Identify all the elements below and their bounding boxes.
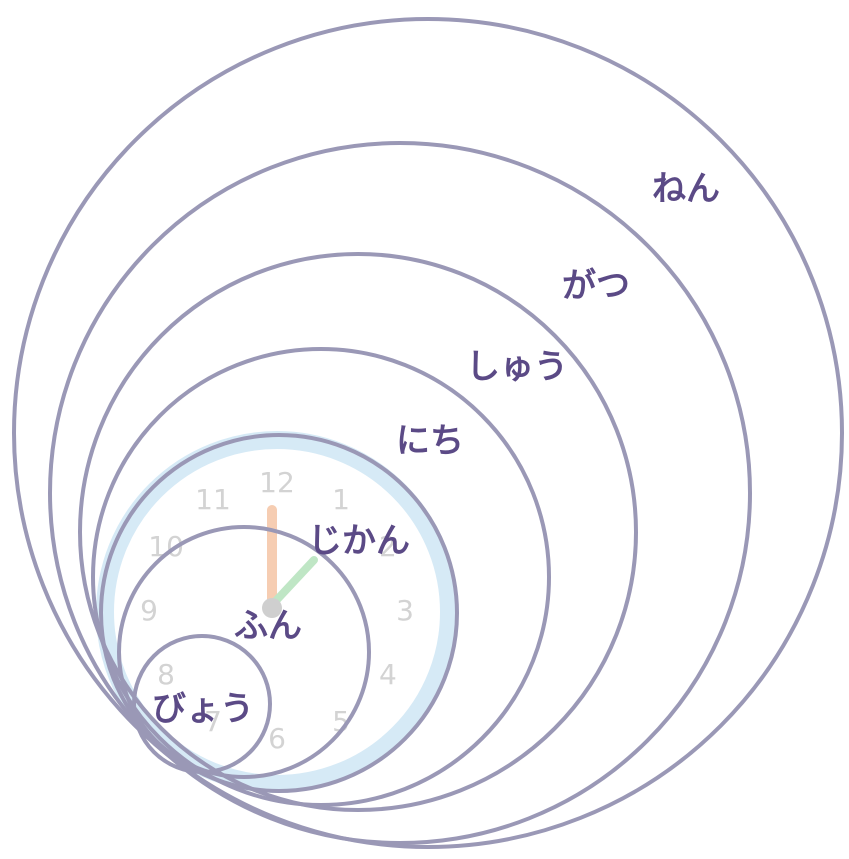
ring-label-nen: ねん [652,169,720,209]
ring-fun [117,525,371,779]
ring-label-byou: びょう [152,689,254,729]
ring-nen [12,17,844,849]
clock-center [262,598,282,618]
clock-numeral-6: 6 [268,722,286,755]
ring-shuu [78,252,638,812]
clock-numeral-7: 7 [204,705,222,738]
ring-label-gatsu: がつ [562,266,630,306]
clock-numeral-12: 12 [259,466,295,499]
clock-numeral-8: 8 [157,658,175,691]
clock-numeral-1: 1 [332,483,350,516]
clock-numeral-11: 11 [195,483,231,516]
clock-numeral-9: 9 [140,594,158,627]
clock-numeral-4: 4 [379,658,397,691]
ring-gatsu [48,141,752,845]
clock-numeral-2: 2 [379,530,397,563]
ring-label-shuu: しゅう [466,347,568,387]
clock-numeral-5: 5 [332,705,350,738]
ring-nichi [91,347,551,807]
ring-label-nichi: にち [396,421,464,461]
clock-numeral-3: 3 [396,594,414,627]
ring-label-jikan: じかん [308,521,410,561]
ring-label-fun: ふん [234,606,302,646]
clock-minute-hand [268,556,318,609]
ring-byou [132,634,272,774]
ring-jikan [99,433,459,793]
